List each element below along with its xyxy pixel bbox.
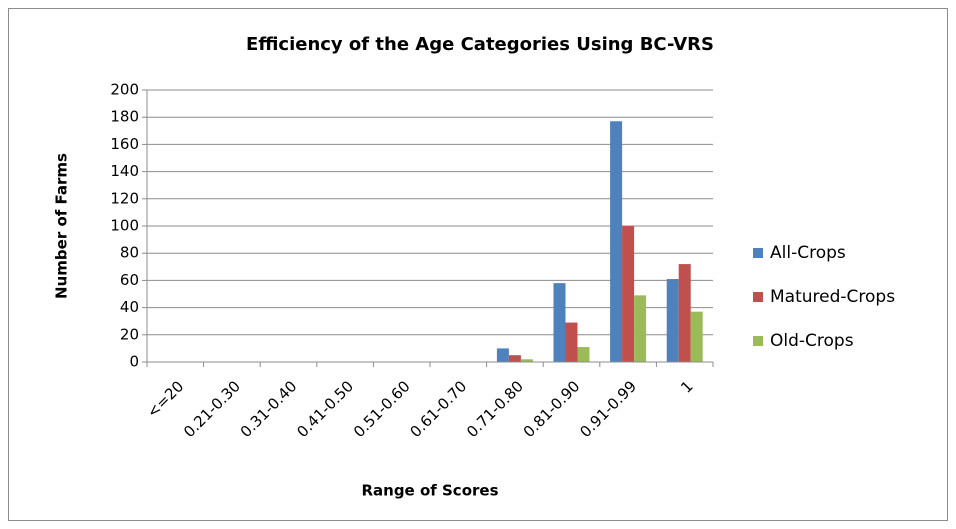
legend-swatch [753,248,763,258]
bar [577,347,590,362]
y-tick-label: 0 [129,353,139,371]
legend-swatch [753,292,763,302]
bar [634,295,647,362]
bar [678,264,691,362]
bar [508,355,521,362]
bar [610,121,623,362]
y-axis-title: Number of Farms [53,153,71,299]
bar [496,348,509,362]
y-tick-label: 20 [120,325,139,343]
bar [690,311,703,362]
y-tick-label: 80 [120,244,139,262]
y-tick-label: 40 [120,298,139,316]
bar [553,283,566,362]
legend-label: All-Crops [770,243,846,263]
bar [565,322,578,362]
y-tick-label: 200 [110,81,139,99]
x-axis-title: Range of Scores [361,482,498,500]
bar [622,226,635,362]
legend-swatch [753,336,763,346]
y-tick-label: 140 [110,162,139,180]
bar [666,279,679,362]
y-tick-label: 60 [120,271,139,289]
chart-title: Efficiency of the Age Categories Using B… [246,34,714,55]
y-tick-label: 180 [110,108,139,126]
y-tick-label: 160 [110,135,139,153]
y-tick-label: 100 [110,217,139,235]
legend-label: Old-Crops [770,331,854,351]
legend-label: Matured-Crops [770,287,895,307]
bar [520,359,533,362]
chart-border [8,8,948,521]
y-tick-label: 120 [110,189,139,207]
